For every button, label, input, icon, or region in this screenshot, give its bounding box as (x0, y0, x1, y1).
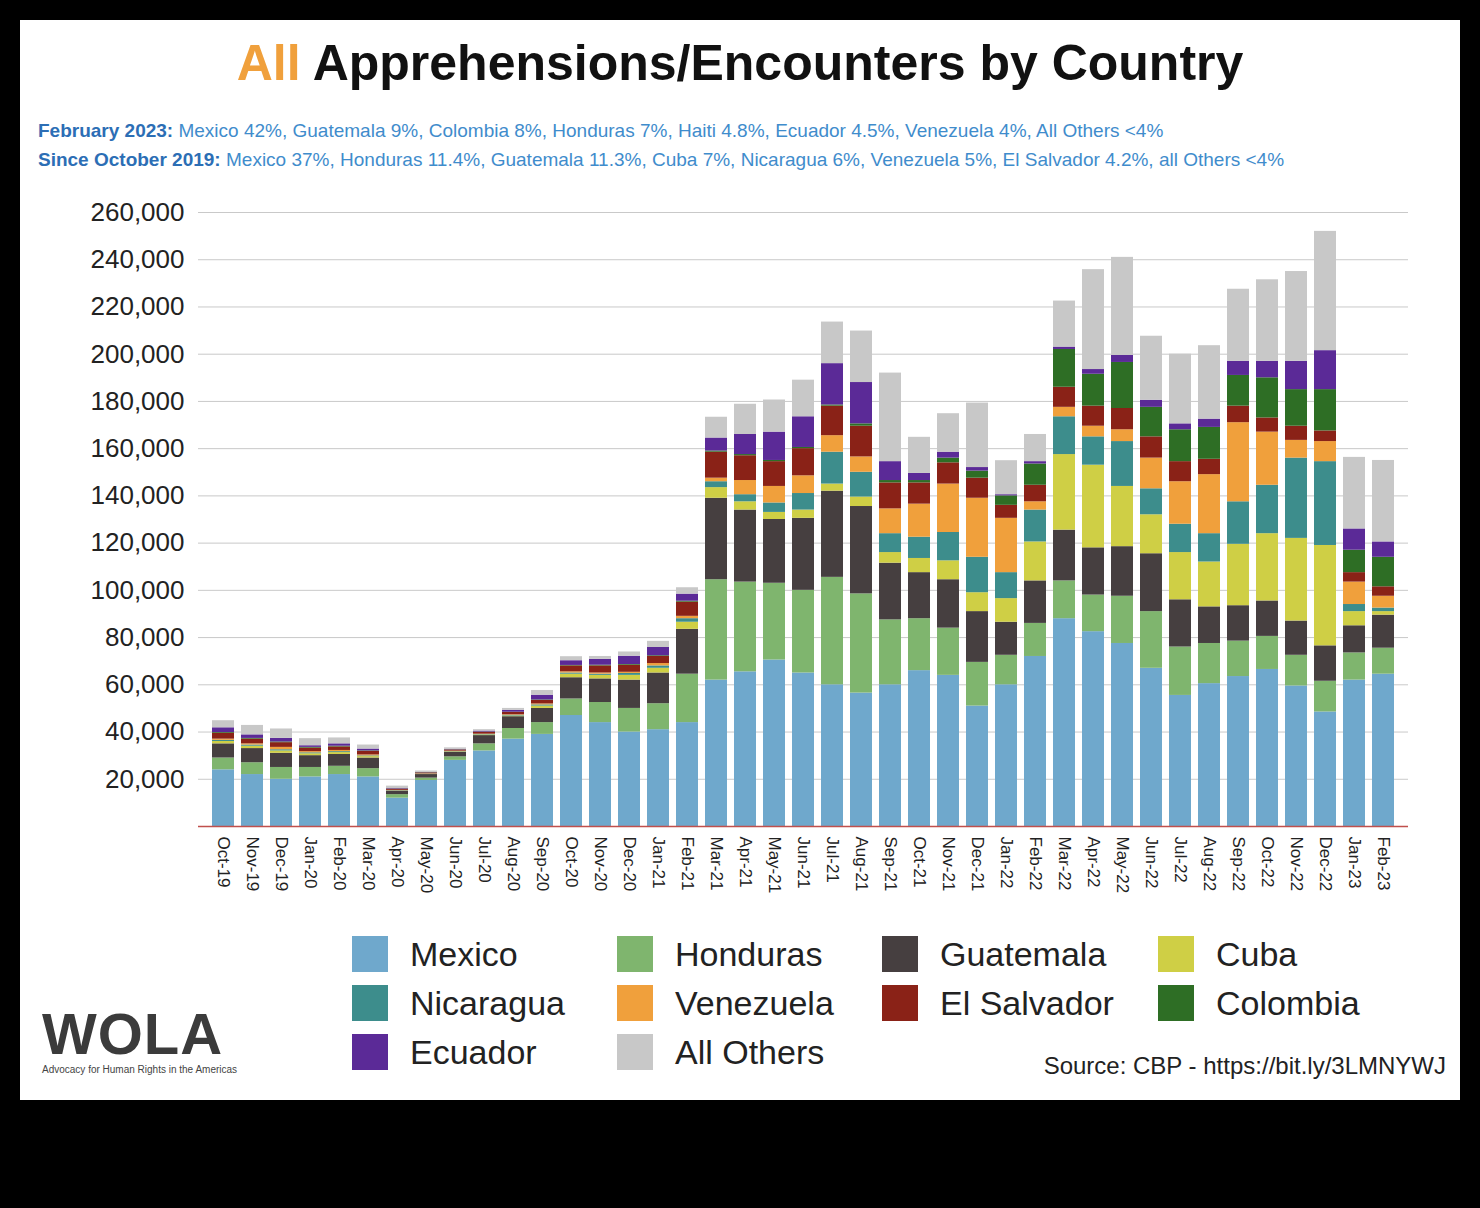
html-text:Advocacy for Human Rights in t: Advocacy for Human Rights in the America… (42, 1064, 238, 1075)
svg-text:260,000: 260,000 (91, 197, 185, 227)
svg-text:Feb-22: Feb-22 (1026, 837, 1045, 891)
svg-text:May-21: May-21 (765, 837, 784, 894)
html-text:WOLA: WOLA (42, 1001, 224, 1066)
svg-text:Feb-23: Feb-23 (1374, 837, 1393, 891)
svg-text:Jun-21: Jun-21 (794, 837, 813, 889)
svg-text:Dec-20: Dec-20 (620, 837, 639, 892)
svg-text:Aug-20: Aug-20 (504, 837, 523, 892)
svg-text:Sep-20: Sep-20 (533, 837, 552, 892)
svg-text:180,000: 180,000 (91, 386, 185, 416)
svg-text:Dec-22: Dec-22 (1316, 837, 1335, 892)
svg-text:Jun-20: Jun-20 (446, 837, 465, 889)
svg-text:220,000: 220,000 (91, 291, 185, 321)
svg-text:Jul-22: Jul-22 (1171, 837, 1190, 883)
svg-text:Jan-23: Jan-23 (1345, 837, 1364, 889)
html-text:Colombia: Colombia (1216, 983, 1360, 1022)
svg-text:Mar-21: Mar-21 (707, 837, 726, 891)
svg-text:Mar-20: Mar-20 (359, 837, 378, 891)
svg-text:Apr-20: Apr-20 (388, 837, 407, 888)
svg-text:Sep-22: Sep-22 (1229, 837, 1248, 892)
html-text:February 2023: Mexico 42%, Gua: February 2023: Mexico 42%, Guatemala 9%,… (38, 120, 1164, 141)
svg-text:Jan-21: Jan-21 (649, 837, 668, 889)
html-text:All Others: All Others (675, 1032, 825, 1071)
svg-text:Dec-21: Dec-21 (968, 837, 987, 892)
svg-text:140,000: 140,000 (91, 480, 185, 510)
svg-text:Oct-20: Oct-20 (562, 837, 581, 888)
html-text:Since October 2019: Mexico 37%: Since October 2019: Mexico 37%, Honduras… (38, 149, 1285, 170)
svg-text:Feb-20: Feb-20 (330, 837, 349, 891)
svg-text:Sep-21: Sep-21 (881, 837, 900, 892)
svg-text:Jan-20: Jan-20 (301, 837, 320, 889)
svg-text:Jul-21: Jul-21 (823, 837, 842, 883)
svg-text:100,000: 100,000 (91, 575, 185, 605)
svg-text:40,000: 40,000 (105, 716, 185, 746)
svg-text:May-22: May-22 (1113, 837, 1132, 894)
svg-text:Aug-21: Aug-21 (852, 837, 871, 892)
html-text:Venezuela: Venezuela (675, 983, 834, 1022)
svg-text:Mar-22: Mar-22 (1055, 837, 1074, 891)
svg-text:Oct-19: Oct-19 (214, 837, 233, 888)
svg-text:Aug-22: Aug-22 (1200, 837, 1219, 892)
svg-text:Oct-21: Oct-21 (910, 837, 929, 888)
svg-text:200,000: 200,000 (91, 339, 185, 369)
svg-text:Nov-21: Nov-21 (939, 837, 958, 892)
html-text:Nicaragua: Nicaragua (410, 983, 565, 1022)
svg-text:Nov-20: Nov-20 (591, 837, 610, 892)
svg-text:Jan-22: Jan-22 (997, 837, 1016, 889)
svg-text:160,000: 160,000 (91, 433, 185, 463)
html-text:Source: CBP - https://bit.ly/3: Source: CBP - https://bit.ly/3LMNYWJ (1043, 1052, 1446, 1079)
html-text:Ecuador: Ecuador (410, 1032, 537, 1071)
svg-text:Feb-21: Feb-21 (678, 837, 697, 891)
svg-text:Dec-19: Dec-19 (272, 837, 291, 892)
svg-text:Jul-20: Jul-20 (475, 837, 494, 883)
svg-text:20,000: 20,000 (105, 764, 185, 794)
svg-text:120,000: 120,000 (91, 527, 185, 557)
svg-text:60,000: 60,000 (105, 669, 185, 699)
html-text:El Salvador: El Salvador (940, 983, 1114, 1022)
svg-text:Apr-22: Apr-22 (1084, 837, 1103, 888)
svg-text:Jun-22: Jun-22 (1142, 837, 1161, 889)
html-text:Cuba: Cuba (1216, 934, 1298, 973)
html-text:Mexico: Mexico (410, 934, 518, 973)
svg-text:240,000: 240,000 (91, 244, 185, 274)
html-text:All Apprehensions/Encounters b: All Apprehensions/Encounters by Country (236, 35, 1244, 91)
html-text:Guatemala: Guatemala (940, 934, 1107, 973)
svg-text:Oct-22: Oct-22 (1258, 837, 1277, 888)
svg-text:80,000: 80,000 (105, 622, 185, 652)
svg-text:May-20: May-20 (417, 837, 436, 894)
html-text:Honduras: Honduras (675, 934, 823, 973)
svg-text:Nov-19: Nov-19 (243, 837, 262, 892)
svg-text:Nov-22: Nov-22 (1287, 837, 1306, 892)
svg-text:Apr-21: Apr-21 (736, 837, 755, 888)
